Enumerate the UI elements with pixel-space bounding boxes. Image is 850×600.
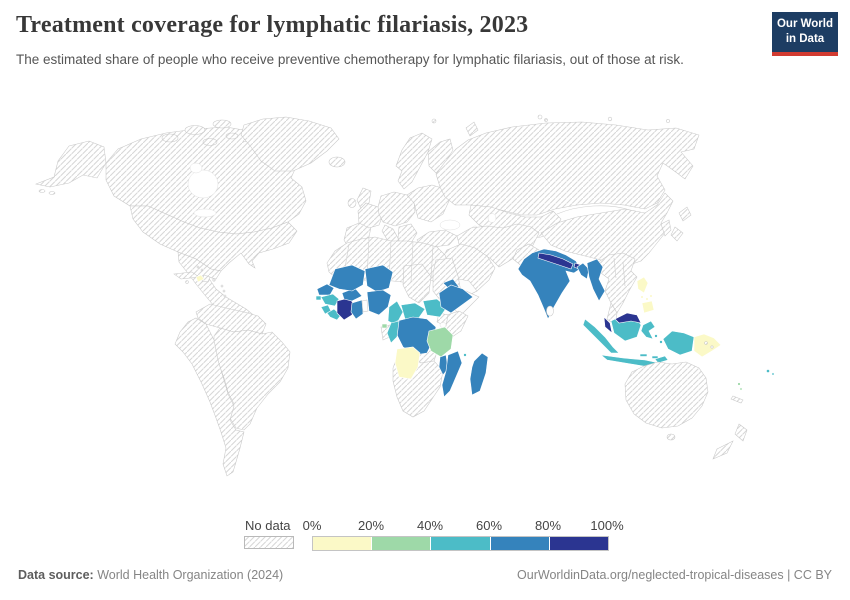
page-title: Treatment coverage for lymphatic filaria…	[16, 12, 529, 38]
legend-bin-60-80[interactable]	[490, 537, 550, 550]
new-zealand-south	[712, 440, 734, 460]
country-tanzania	[426, 326, 454, 358]
region-middle-east[interactable]	[416, 223, 540, 298]
country-comoros	[463, 353, 467, 357]
data-source: Data source: World Health Organization (…	[18, 568, 283, 582]
country-timor-leste	[654, 355, 669, 364]
country-bangladesh	[576, 262, 590, 280]
countries-west-africa[interactable]	[315, 264, 394, 321]
legend-bin-40-60[interactable]	[431, 537, 491, 550]
country-australia	[624, 361, 709, 429]
solomon-islands	[704, 341, 708, 345]
country-vanuatu	[737, 382, 741, 386]
country-papua-new-guinea	[693, 333, 722, 358]
country-philippines-mindanao	[641, 300, 655, 314]
philippines-visayas-3	[649, 294, 653, 298]
new-caledonia	[730, 395, 744, 404]
legend-bin-0-20[interactable]	[313, 537, 373, 550]
countries-southern-east-africa[interactable]	[394, 326, 489, 398]
philippines-visayas-2	[645, 297, 649, 301]
legend-tick-60: 60%	[475, 518, 503, 533]
legend-bin-80-100[interactable]	[549, 537, 609, 550]
legend-no-data-label: No data	[245, 518, 291, 533]
country-malaysia-peninsula	[603, 316, 613, 334]
new-zealand-north	[734, 423, 748, 442]
legend-bin-20-40[interactable]	[372, 537, 432, 550]
legend-no-data-swatch[interactable]	[244, 536, 294, 549]
country-philippines-luzon	[636, 276, 649, 294]
region-east-asia[interactable]	[540, 192, 692, 266]
country-malaysia-borneo	[614, 312, 642, 324]
owid-logo-line2: in Data	[785, 33, 825, 45]
legend-tick-40: 40%	[416, 518, 444, 533]
country-indonesia-sulawesi	[640, 320, 656, 340]
country-ethiopia	[438, 284, 474, 314]
indonesia-maluku	[654, 334, 658, 338]
country-vanuatu-2	[739, 387, 743, 391]
country-congo	[386, 320, 400, 344]
data-source-value: World Health Organization (2024)	[93, 568, 284, 582]
data-source-label: Data source:	[18, 568, 94, 582]
country-togo-benin	[361, 299, 369, 313]
legend-tick-100: 100%	[590, 518, 624, 533]
country-nigeria	[366, 289, 392, 316]
owid-logo-line1: Our World	[776, 18, 833, 31]
page-subtitle: The estimated share of people who receiv…	[16, 52, 684, 67]
country-liberia	[326, 308, 342, 321]
country-central-african-republic	[400, 302, 426, 320]
region-oceania[interactable]	[624, 341, 775, 460]
country-myanmar	[586, 258, 606, 302]
legend-tick-0: 0%	[302, 518, 322, 533]
region-caribbean[interactable]	[173, 265, 227, 298]
country-indonesia-sumatra	[582, 318, 620, 354]
country-ghana	[350, 299, 364, 320]
legend-color-bar[interactable]	[312, 536, 609, 551]
indonesia-lesser-sunda-2	[651, 355, 659, 359]
country-mali	[328, 264, 366, 292]
legend-tick-80: 80%	[534, 518, 562, 533]
owid-logo[interactable]: Our World in Data	[772, 12, 838, 56]
country-indonesia-papua	[662, 330, 695, 356]
country-nepal	[537, 252, 574, 270]
country-cameroon	[387, 300, 404, 326]
country-equatorial-guinea	[381, 323, 388, 329]
country-mozambique	[441, 350, 463, 398]
countries-south-asia[interactable]	[517, 248, 606, 320]
countries-southeast-asia[interactable]	[582, 276, 722, 369]
region-south-america[interactable]	[174, 303, 291, 477]
country-sri-lanka	[546, 305, 554, 317]
indonesia-maluku-2	[659, 340, 663, 344]
region-greenland-iceland[interactable]	[240, 116, 346, 172]
country-madagascar	[469, 352, 489, 396]
country-guinea	[320, 293, 340, 307]
country-guinea-bissau	[315, 295, 322, 301]
region-europe[interactable]	[343, 132, 454, 250]
countries-central-africa[interactable]	[381, 278, 474, 356]
country-angola	[394, 346, 421, 380]
legend-tick-20: 20%	[357, 518, 385, 533]
map-legend: No data 0% 20% 40% 60% 80% 100%	[0, 516, 850, 552]
credit-link[interactable]: OurWorldinData.org/neglected-tropical-di…	[517, 568, 832, 582]
indonesia-lesser-sunda	[639, 353, 648, 357]
country-haiti[interactable]	[195, 274, 205, 283]
country-fiji	[766, 369, 770, 373]
country-niger	[364, 264, 394, 293]
country-fiji-2	[771, 372, 775, 376]
australia-tasmania	[666, 433, 676, 441]
philippines-visayas	[640, 295, 644, 299]
country-senegal	[316, 283, 335, 296]
chart-footer: Data source: World Health Organization (…	[0, 566, 850, 590]
solomon-islands-2	[710, 345, 714, 349]
